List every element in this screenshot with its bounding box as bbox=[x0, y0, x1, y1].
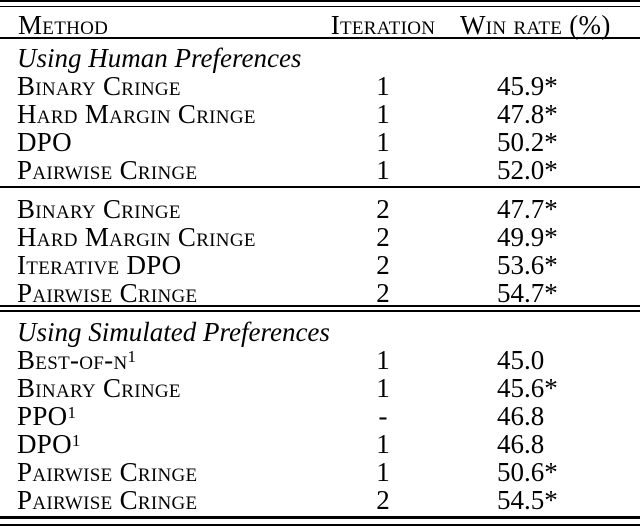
win-rate-cell: 46.8 bbox=[497, 401, 545, 431]
section-label-simulated-preferences: Using Simulated Preferences bbox=[17, 317, 330, 347]
table-row: DPO1 1 46.8 bbox=[0, 430, 640, 458]
footnote-marker: 1 bbox=[67, 403, 77, 422]
win-rate-cell: 50.2* bbox=[497, 127, 558, 157]
table-row: Binary Cringe 2 47.7* bbox=[0, 195, 640, 223]
method-cell: DPO1 bbox=[17, 430, 81, 458]
method-name: Pairwise Cringe bbox=[17, 485, 198, 515]
method-name: PPO bbox=[17, 401, 68, 431]
method-name: Pairwise Cringe bbox=[17, 457, 198, 487]
method-cell: Binary Cringe bbox=[17, 374, 181, 402]
win-rate-cell: 45.6* bbox=[497, 373, 558, 403]
block-separator-rule bbox=[0, 186, 640, 188]
iteration-cell: 1 bbox=[376, 99, 390, 129]
footnote-marker: 1 bbox=[127, 347, 137, 366]
iteration-cell: 1 bbox=[376, 429, 390, 459]
top-rule-thin bbox=[0, 6, 640, 7]
table-row: Binary Cringe 1 45.9* bbox=[0, 72, 640, 100]
method-name: Binary Cringe bbox=[17, 373, 181, 403]
iteration-cell: - bbox=[378, 401, 388, 431]
header-rule bbox=[0, 37, 640, 39]
table-row: Pairwise Cringe 2 54.7* bbox=[0, 279, 640, 307]
iteration-cell: 1 bbox=[376, 127, 390, 157]
section-rule-upper bbox=[0, 305, 640, 307]
table-row: Iterative DPO 2 53.6* bbox=[0, 251, 640, 279]
iteration-cell: 1 bbox=[376, 457, 390, 487]
column-header-iteration: Iteration bbox=[330, 10, 436, 40]
method-name: Iterative DPO bbox=[17, 250, 182, 280]
section-label-human-preferences: Using Human Preferences bbox=[17, 43, 302, 73]
method-cell: PPO1 bbox=[17, 402, 76, 430]
win-rate-cell: 45.0 bbox=[497, 345, 545, 375]
footnote-marker: 1 bbox=[71, 431, 81, 450]
table-header-row: Method Iteration Win rate (%) bbox=[0, 10, 640, 40]
method-cell: Binary Cringe bbox=[17, 72, 181, 100]
iteration-cell: 2 bbox=[376, 278, 390, 308]
method-cell: Hard Margin Cringe bbox=[17, 100, 256, 128]
win-rate-cell: 46.8 bbox=[497, 429, 545, 459]
win-rate-cell: 53.6* bbox=[497, 250, 558, 280]
table-row: Binary Cringe 1 45.6* bbox=[0, 374, 640, 402]
method-cell: Pairwise Cringe bbox=[17, 156, 197, 184]
method-name: Binary Cringe bbox=[17, 194, 181, 224]
method-cell: Best-of-n1 bbox=[17, 346, 136, 374]
method-cell: DPO bbox=[17, 128, 72, 156]
column-header-method: Method bbox=[18, 10, 109, 40]
table-row: Pairwise Cringe 1 50.6* bbox=[0, 458, 640, 486]
win-rate-cell: 47.7* bbox=[497, 194, 558, 224]
win-rate-cell: 54.7* bbox=[497, 278, 558, 308]
method-cell: Iterative DPO bbox=[17, 251, 181, 279]
win-rate-cell: 47.8* bbox=[497, 99, 558, 129]
win-rate-cell: 52.0* bbox=[497, 155, 558, 185]
method-name: Best-of-n bbox=[17, 345, 128, 375]
table-row: Pairwise Cringe 1 52.0* bbox=[0, 156, 640, 184]
iteration-cell: 2 bbox=[376, 485, 390, 515]
win-rate-cell: 50.6* bbox=[497, 457, 558, 487]
table-row: PPO1 - 46.8 bbox=[0, 402, 640, 430]
iteration-cell: 2 bbox=[376, 250, 390, 280]
bottom-rule-thin bbox=[0, 524, 640, 526]
iteration-cell: 1 bbox=[376, 71, 390, 101]
section-rule-lower bbox=[0, 310, 640, 312]
iteration-cell: 1 bbox=[376, 373, 390, 403]
table-row: Hard Margin Cringe 1 47.8* bbox=[0, 100, 640, 128]
iteration-cell: 2 bbox=[376, 222, 390, 252]
iteration-cell: 1 bbox=[376, 155, 390, 185]
bottom-rule-thick bbox=[0, 516, 640, 519]
iteration-cell: 1 bbox=[376, 345, 390, 375]
table-row: Hard Margin Cringe 2 49.9* bbox=[0, 223, 640, 251]
column-header-win-rate: Win rate (%) bbox=[460, 10, 611, 40]
table-row: Pairwise Cringe 2 54.5* bbox=[0, 486, 640, 514]
method-name: Binary Cringe bbox=[17, 71, 181, 101]
method-cell: Pairwise Cringe bbox=[17, 458, 197, 486]
method-cell: Pairwise Cringe bbox=[17, 486, 197, 514]
method-name: DPO bbox=[17, 127, 72, 157]
method-cell: Pairwise Cringe bbox=[17, 279, 197, 307]
method-name: Hard Margin Cringe bbox=[17, 99, 256, 129]
win-rate-cell: 54.5* bbox=[497, 485, 558, 515]
win-rate-cell: 49.9* bbox=[497, 222, 558, 252]
method-name: DPO bbox=[17, 429, 72, 459]
method-name: Pairwise Cringe bbox=[17, 155, 198, 185]
table-row: Best-of-n1 1 45.0 bbox=[0, 346, 640, 374]
top-rule-thick bbox=[0, 0, 640, 2]
method-cell: Hard Margin Cringe bbox=[17, 223, 256, 251]
method-name: Hard Margin Cringe bbox=[17, 222, 256, 252]
method-cell: Binary Cringe bbox=[17, 195, 181, 223]
method-name: Pairwise Cringe bbox=[17, 278, 198, 308]
table-row: DPO 1 50.2* bbox=[0, 128, 640, 156]
iteration-cell: 2 bbox=[376, 194, 390, 224]
win-rate-cell: 45.9* bbox=[497, 71, 558, 101]
